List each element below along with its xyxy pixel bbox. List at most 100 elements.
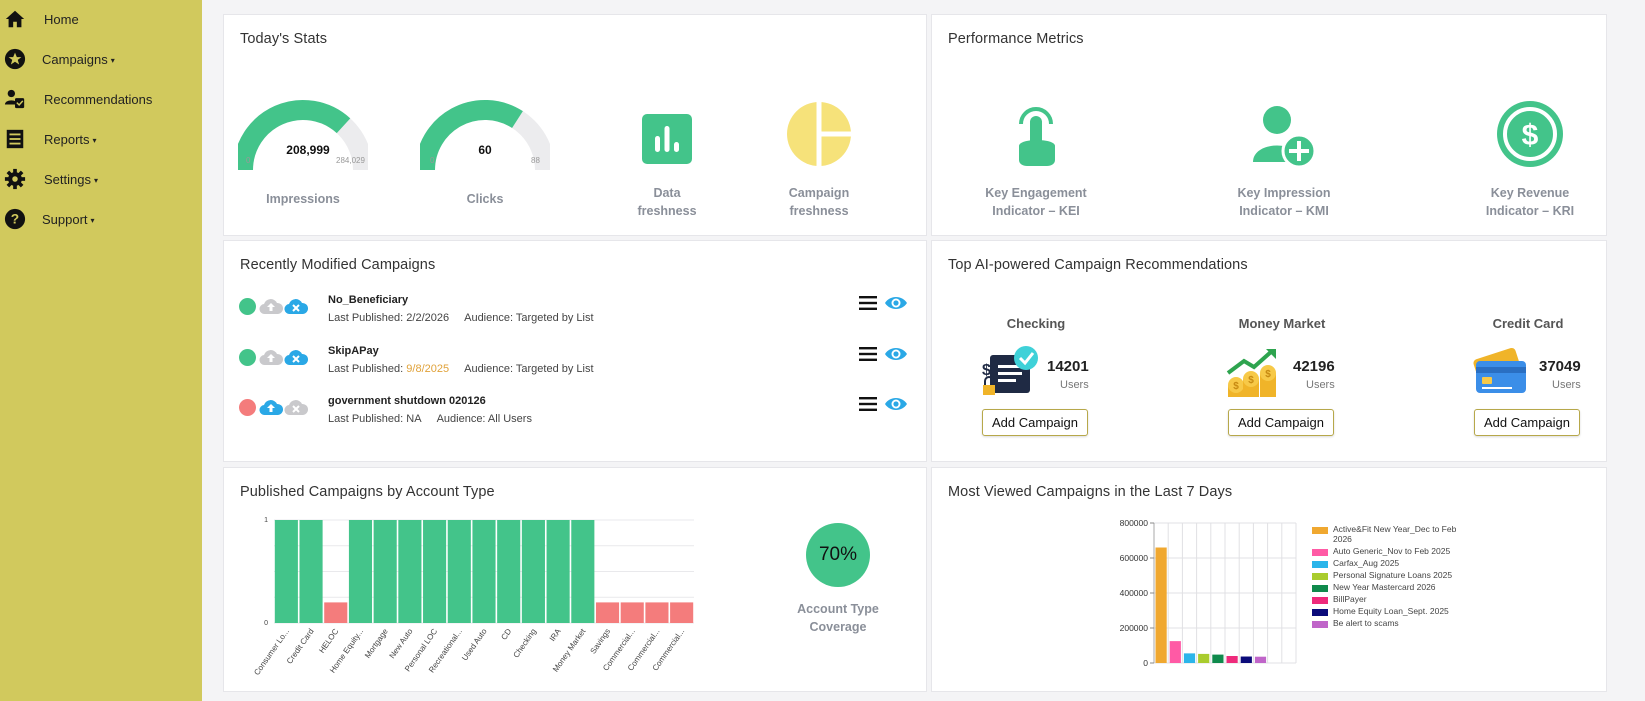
legend-label: Auto Generic_Nov to Feb 2025 [1333,546,1451,556]
legend-swatch [1312,585,1328,592]
sidebar-item-label: Recommendations [44,91,153,107]
campaign-meta: Last Published: 9/8/2025 Audience: Target… [328,363,594,375]
svg-text:$: $ [1233,381,1239,392]
eye-icon[interactable] [884,346,908,362]
x-tick-label: Checking [512,627,539,659]
sidebar-item-reports[interactable]: Reports ▾ [0,124,202,154]
add-user-icon [1253,106,1317,169]
menu-icon[interactable] [859,296,877,310]
y-tick-label: 1 [264,517,268,524]
bar [497,520,521,623]
sidebar-item-home[interactable]: Home [0,4,202,34]
clicks-label: Clicks [466,192,504,206]
bar [1212,654,1224,663]
cloud-unpublish-icon[interactable] [284,348,308,366]
coverage-circle: 70% [806,523,870,587]
y-tick-label: 800000 [1120,518,1149,528]
x-tick-label: HELOC [317,627,340,655]
cloud-upload-icon[interactable] [259,398,283,416]
campaign-freshness-label: Campaign freshness [788,186,850,218]
cloud-unpublish-icon[interactable] [284,297,308,315]
bar [1226,656,1238,663]
chevron-down-icon: ▾ [110,55,115,65]
x-tick-label: CD [499,627,513,642]
eye-icon[interactable] [884,396,908,412]
y-tick-label: 200000 [1120,623,1149,633]
cloud-unpublish-icon[interactable] [284,398,308,416]
eye-icon[interactable] [884,295,908,311]
clicks-gauge [420,100,550,171]
legend-item[interactable]: Carfax_Aug 2025 [1312,558,1461,568]
legend-label: BillPayer [1333,594,1367,604]
sidebar-item-label: Settings [44,171,91,187]
impressions-label: Impressions [266,192,340,206]
published-date: 9/8/2025 [406,363,450,375]
recommendation-count: 42196 [1293,358,1335,375]
published-date: NA [406,413,422,425]
recommendation-count: 37049 [1539,358,1581,375]
star-icon [4,48,26,70]
svg-text:?: ? [11,212,19,227]
card-title: Top AI-powered Campaign Recommendations [948,257,1248,273]
recommendation-users-label: Users [1306,379,1335,391]
add-campaign-button[interactable]: Add Campaign [1474,409,1580,436]
legend-swatch [1312,597,1328,604]
legend-swatch [1312,621,1328,628]
audience-label: Audience: Targeted by List [464,363,594,375]
legend-item[interactable]: Be alert to scams [1312,618,1461,628]
bar [546,520,570,623]
menu-icon[interactable] [859,347,877,361]
published-label: Last Published: [328,413,407,425]
bar [447,520,471,623]
legend-item[interactable]: New Year Mastercard 2026 [1312,582,1461,592]
legend-swatch [1312,573,1328,580]
most-viewed-card: Most Viewed Campaigns in the Last 7 Days [931,467,1607,692]
bar [620,602,644,623]
legend-label: Home Equity Loan_Sept. 2025 [1333,606,1449,616]
sidebar-item-campaigns[interactable]: Campaigns ▾ [0,44,202,74]
sidebar-item-label: Home [44,11,79,27]
campaign-meta: Last Published: 2/2/2026 Audience: Target… [328,312,594,324]
kei-label: Key Engagement Indicator – KEI [985,186,1087,218]
impressions-min: 0 [246,156,251,165]
legend-label: Active&Fit New Year_Dec to Feb 2026 [1333,524,1457,544]
menu-icon[interactable] [859,397,877,411]
add-campaign-button[interactable]: Add Campaign [982,409,1088,436]
published-label: Last Published: [328,312,407,324]
published-label: Last Published: [328,363,407,375]
recommendation-count: 14201 [1047,358,1089,375]
gear-icon [4,168,26,190]
sidebar: Home Campaigns ▾ Recommendations Reports ▾… [0,0,202,701]
sidebar-item-support[interactable]: ? Support ▾ [0,204,202,234]
cloud-upload-icon[interactable] [259,297,283,315]
sidebar-item-recommendations[interactable]: Recommendations [0,84,202,114]
legend-item[interactable]: BillPayer [1312,594,1461,604]
data-freshness-label: Data freshness [637,186,697,218]
recommendation-users-label: Users [1552,379,1581,391]
status-dot [239,399,256,416]
sidebar-item-settings[interactable]: Settings ▾ [0,164,202,194]
kri-label: Key Revenue Indicator – KRI [1485,186,1575,218]
legend-item[interactable]: Personal Signature Loans 2025 [1312,570,1461,580]
bar [1240,656,1252,663]
bar [274,520,298,623]
x-tick-label: Mortgage [363,627,390,660]
chevron-down-icon: ▾ [90,215,95,225]
recommendation-users-label: Users [1060,379,1089,391]
cloud-upload-icon[interactable] [259,348,283,366]
bar [1183,653,1196,663]
legend-label: Be alert to scams [1333,618,1399,628]
chevron-down-icon: ▾ [92,135,97,145]
add-campaign-button[interactable]: Add Campaign [1228,409,1334,436]
legend-swatch [1312,609,1328,616]
x-tick-label: Consumer Lo... [252,627,291,677]
recent-campaigns-card: Recently Modified Campaigns [223,240,927,462]
legend-item[interactable]: Auto Generic_Nov to Feb 2025 [1312,546,1461,556]
svg-text:$: $ [1522,119,1539,152]
campaign-name: SkipAPay [328,345,379,357]
legend-item[interactable]: Home Equity Loan_Sept. 2025 [1312,606,1461,616]
legend-item[interactable]: Active&Fit New Year_Dec to Feb 2026 [1312,524,1461,544]
x-tick-label: Savings [588,627,612,655]
card-title: Performance Metrics [948,31,1084,47]
